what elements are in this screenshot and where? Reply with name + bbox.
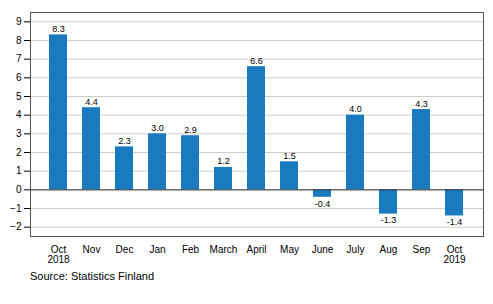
svg-text:1.5: 1.5 xyxy=(283,151,296,161)
svg-text:6: 6 xyxy=(16,72,22,83)
svg-text:4: 4 xyxy=(16,109,22,120)
svg-text:4.4: 4.4 xyxy=(85,97,98,107)
html-text:Source: Statistics Finland: Source: Statistics Finland xyxy=(30,270,155,282)
svg-text:March: March xyxy=(210,244,238,255)
svg-text:2.3: 2.3 xyxy=(118,136,131,146)
svg-text:Sep: Sep xyxy=(413,244,431,255)
svg-text:-0.4: -0.4 xyxy=(315,199,331,209)
svg-text:Oct2018: Oct2018 xyxy=(47,244,70,265)
svg-text:0: 0 xyxy=(16,184,22,195)
svg-text:3.0: 3.0 xyxy=(151,123,164,133)
svg-text:8: 8 xyxy=(16,35,22,46)
svg-text:9: 9 xyxy=(16,16,22,27)
svg-text:2: 2 xyxy=(16,147,22,158)
svg-text:3: 3 xyxy=(16,128,22,139)
svg-text:−2: −2 xyxy=(10,221,22,232)
svg-text:Feb: Feb xyxy=(182,244,200,255)
svg-text:7: 7 xyxy=(16,53,22,64)
svg-text:4.0: 4.0 xyxy=(349,104,362,114)
svg-text:Nov: Nov xyxy=(83,244,101,255)
svg-text:−1: −1 xyxy=(10,203,22,214)
svg-text:4.3: 4.3 xyxy=(415,99,428,109)
svg-text:2.9: 2.9 xyxy=(184,125,197,135)
svg-text:-1.3: -1.3 xyxy=(381,215,397,225)
svg-text:May: May xyxy=(280,244,299,255)
svg-text:-1.4: -1.4 xyxy=(447,217,463,227)
svg-text:Dec: Dec xyxy=(116,244,134,255)
svg-text:July: July xyxy=(347,244,365,255)
svg-text:April: April xyxy=(246,244,266,255)
svg-text:1: 1 xyxy=(16,165,22,176)
svg-text:5: 5 xyxy=(16,91,22,102)
svg-text:Jan: Jan xyxy=(149,244,165,255)
svg-text:Oct2019: Oct2019 xyxy=(443,244,466,265)
svg-text:June: June xyxy=(312,244,334,255)
svg-text:8.3: 8.3 xyxy=(52,24,65,34)
svg-text:Aug: Aug xyxy=(380,244,398,255)
svg-text:1.2: 1.2 xyxy=(217,156,230,166)
svg-text:6.6: 6.6 xyxy=(250,56,263,66)
